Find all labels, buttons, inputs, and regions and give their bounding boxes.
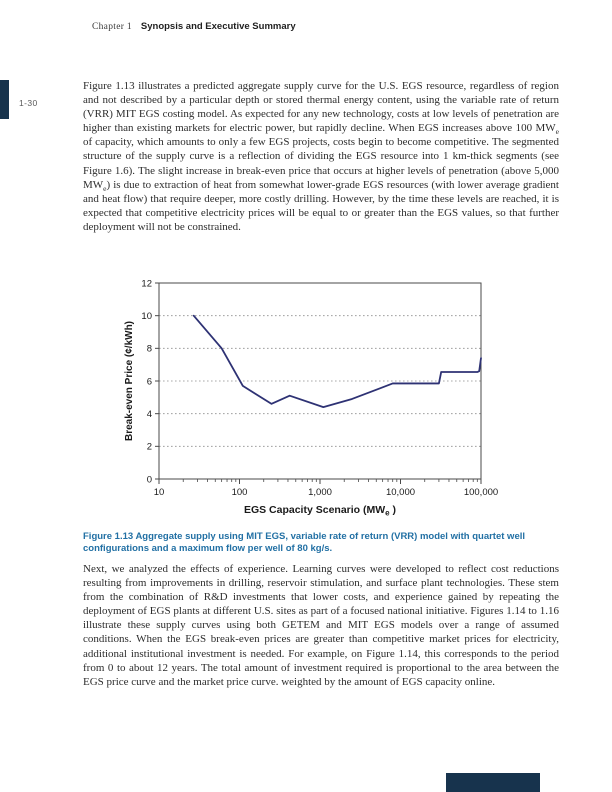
y-tick-label: 0 — [147, 474, 152, 485]
x-tick-label: 10,000 — [386, 487, 415, 498]
footer-bar — [446, 773, 540, 792]
x-tick-label: 100,000 — [464, 487, 498, 498]
figure-1-13-chart: 0 2 4 6 8 10 12 10 100 1,000 10,000 100,000 Break-ev… — [110, 270, 510, 520]
paragraph-learning-curves: Next, we analyzed the effects of experie… — [83, 563, 559, 688]
y-tick-label: 10 — [141, 311, 152, 322]
figure-1-13-caption: Figure 1.13 Aggregate supply using MIT E… — [83, 531, 526, 554]
page-edge-tab — [0, 80, 9, 119]
supply-curve-chart: 0 2 4 6 8 10 12 10 100 1,000 10,000 100,000 Break-ev… — [124, 278, 498, 518]
y-tick-label: 2 — [147, 442, 152, 453]
y-tick-label: 6 — [147, 376, 152, 387]
paragraph-figure-1-13: Figure 1.13 illustrates a predicted aggr… — [83, 80, 559, 233]
y-tick-label: 4 — [147, 409, 152, 420]
page-header: Chapter 1 Synopsis and Executive Summary — [92, 16, 296, 34]
chapter-title: Synopsis and Executive Summary — [140, 21, 296, 32]
y-axis-title: Break-even Price (¢/kWh) — [124, 321, 135, 441]
x-tick-label: 1,000 — [308, 487, 332, 498]
chapter-label: Chapter 1 — [92, 22, 132, 32]
y-tick-label: 8 — [147, 344, 152, 355]
data-line — [192, 314, 482, 409]
x-tick-label: 100 — [232, 487, 248, 498]
x-tick-label: 10 — [154, 487, 165, 498]
y-tick-label: 12 — [141, 278, 152, 289]
page-number: 1-30 — [19, 98, 38, 108]
x-axis-title: EGS Capacity Scenario (MWe ) — [244, 504, 396, 518]
